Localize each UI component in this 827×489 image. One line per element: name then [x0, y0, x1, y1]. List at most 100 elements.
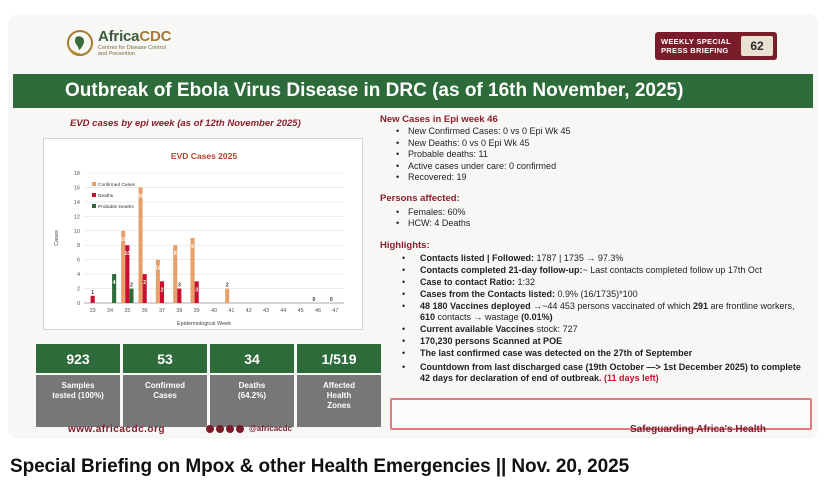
logo-subtitle: Centres for Disease Control [98, 45, 166, 51]
bar-confirmed-cases [138, 187, 143, 303]
y-tick-label: 18 [74, 171, 80, 177]
logo-name: AfricaCDC [98, 28, 172, 45]
stat-zones-label: Affected Health Zones [297, 375, 381, 427]
x-tick-label: 36 [142, 308, 148, 314]
stat-confirmed-label: Confirmed Cases [123, 375, 207, 427]
stat-deaths-label: Deaths (64.2%) [210, 375, 294, 427]
data-label: 14 [155, 266, 161, 272]
legend-swatch [92, 182, 96, 186]
x-tick-label: 39 [194, 308, 200, 314]
instagram-icon[interactable] [226, 424, 234, 433]
footer-tagline: Safeguarding Africa's Health [630, 424, 766, 435]
y-tick-label: 14 [74, 200, 80, 206]
bar-confirmed-cases [155, 259, 160, 303]
footer-social: @africacdc [206, 424, 292, 433]
list-item: Cases from the Contacts listed: 0.9% (16… [398, 289, 810, 300]
list-item: Contacts completed 21-day follow-up:~ La… [398, 265, 810, 276]
countdown-highlight-box [390, 398, 812, 430]
data-label: 4 [113, 280, 116, 286]
new-cases-list: New Confirmed Cases: 0 vs 0 Epi Wk 45 Ne… [396, 126, 810, 184]
x-tick-label: 40 [211, 308, 217, 314]
footer-website[interactable]: www.africacdc.org [68, 424, 166, 435]
list-item: New Deaths: 0 vs 0 Epi Wk 45 [396, 138, 810, 150]
badge-line-1: WEEKLY SPECIAL [661, 37, 732, 46]
slide-title: Outbreak of Ebola Virus Disease in DRC (… [65, 80, 684, 101]
y-tick-label: 6 [77, 258, 80, 264]
title-band: Outbreak of Ebola Virus Disease in DRC (… [13, 74, 813, 108]
list-item: HCW: 4 Deaths [396, 218, 810, 230]
data-label: 10 [120, 237, 126, 243]
stat-samples-value: 923 [36, 344, 120, 373]
data-label: 0 [330, 297, 333, 303]
legend-entry: Probable Deaths [98, 204, 134, 210]
data-label: 16 [138, 193, 144, 199]
bar-confirmed-cases [225, 288, 230, 303]
stat-confirmed-value: 53 [123, 344, 207, 373]
list-item: Active cases under care: 0 confirmed [396, 161, 810, 173]
briefing-number: 62 [741, 36, 773, 56]
bar-deaths [90, 295, 95, 303]
x-tick-label: 33 [90, 308, 96, 314]
press-briefing-badge: WEEKLY SPECIAL PRESS BRIEFING 62 [655, 32, 777, 60]
list-item: Probable deaths: 11 [396, 149, 810, 161]
x-tick-label: 42 [246, 308, 252, 314]
y-axis-label: Cases [54, 230, 60, 246]
bar-deaths [142, 274, 147, 303]
highlights-list: Contacts listed | Followed: 1787 | 1735 … [398, 253, 810, 384]
x-tick-label: 35 [124, 308, 130, 314]
y-tick-label: 2 [77, 287, 80, 293]
y-tick-label: 4 [77, 272, 80, 278]
bar-deaths [159, 281, 165, 303]
list-item: 170,230 persons Scanned at POE [398, 336, 810, 347]
video-caption: Special Briefing on Mpox & other Health … [10, 456, 630, 477]
data-label: 3 [178, 283, 181, 289]
social-handle: @africacdc [249, 424, 292, 433]
data-label: 2 [143, 280, 146, 286]
list-item: New Confirmed Cases: 0 vs 0 Epi Wk 45 [396, 126, 810, 138]
list-item: Current available Vaccines stock: 727 [398, 324, 810, 335]
highlights-heading: Highlights: [380, 239, 430, 251]
y-tick-label: 12 [74, 214, 80, 220]
chart-title: EVD Cases 2025 [171, 151, 237, 161]
y-tick-label: 10 [74, 229, 80, 235]
legend-entry: Deaths [98, 193, 114, 199]
new-cases-heading: New Cases in Epi week 46 [380, 114, 498, 125]
youtube-icon[interactable] [236, 424, 244, 433]
list-item: 48 180 Vaccines deployed →~44 453 person… [398, 301, 810, 323]
facebook-icon[interactable] [216, 424, 224, 433]
data-label: 2 [226, 283, 229, 289]
data-label: 9 [191, 244, 194, 250]
bar-confirmed-cases [173, 245, 178, 303]
africa-emblem-icon [67, 29, 93, 56]
twitter-icon[interactable] [206, 424, 214, 433]
x-axis-label: Epidemiological Week [177, 321, 231, 327]
bar-deaths [125, 245, 130, 303]
data-label: 8 [174, 251, 177, 257]
y-tick-label: 0 [77, 301, 80, 307]
list-item: Case to contact Ratio: 1:32 [398, 277, 810, 288]
x-tick-label: 38 [176, 308, 182, 314]
list-item: Recovered: 19 [396, 172, 810, 184]
persons-heading: Persons affected: [380, 192, 460, 204]
data-label: 3 [195, 287, 198, 293]
x-tick-label: 44 [280, 308, 286, 314]
list-item: The last confirmed case was detected on … [398, 348, 810, 359]
stats-panel: 923 53 34 1/519 Samples tested (100%) Con… [36, 344, 381, 434]
data-label: 2 [161, 287, 164, 293]
badge-line-2: PRESS BRIEFING [661, 46, 729, 55]
x-tick-label: 46 [315, 308, 321, 314]
chart-container: EVD Cases 2025 0 2 4 6 8 10 12 14 16 18 33 34 35 36 37… [43, 138, 363, 330]
data-label: 2 [130, 283, 133, 289]
details-column: New Cases in Epi week 46 New Confirmed C… [380, 114, 810, 385]
logo-subtitle-2: and Prevention [98, 51, 135, 57]
stat-deaths-value: 34 [210, 344, 294, 373]
chart-heading: EVD cases by epi week (as of 12th Novemb… [70, 118, 301, 129]
legend-swatch [92, 193, 96, 197]
x-tick-label: 43 [263, 308, 269, 314]
legend-swatch [92, 204, 96, 208]
y-tick-label: 16 [74, 185, 80, 191]
data-label: 0 [312, 297, 315, 303]
persons-list: Females: 60% HCW: 4 Deaths [396, 207, 810, 230]
x-tick-label: 41 [228, 308, 234, 314]
